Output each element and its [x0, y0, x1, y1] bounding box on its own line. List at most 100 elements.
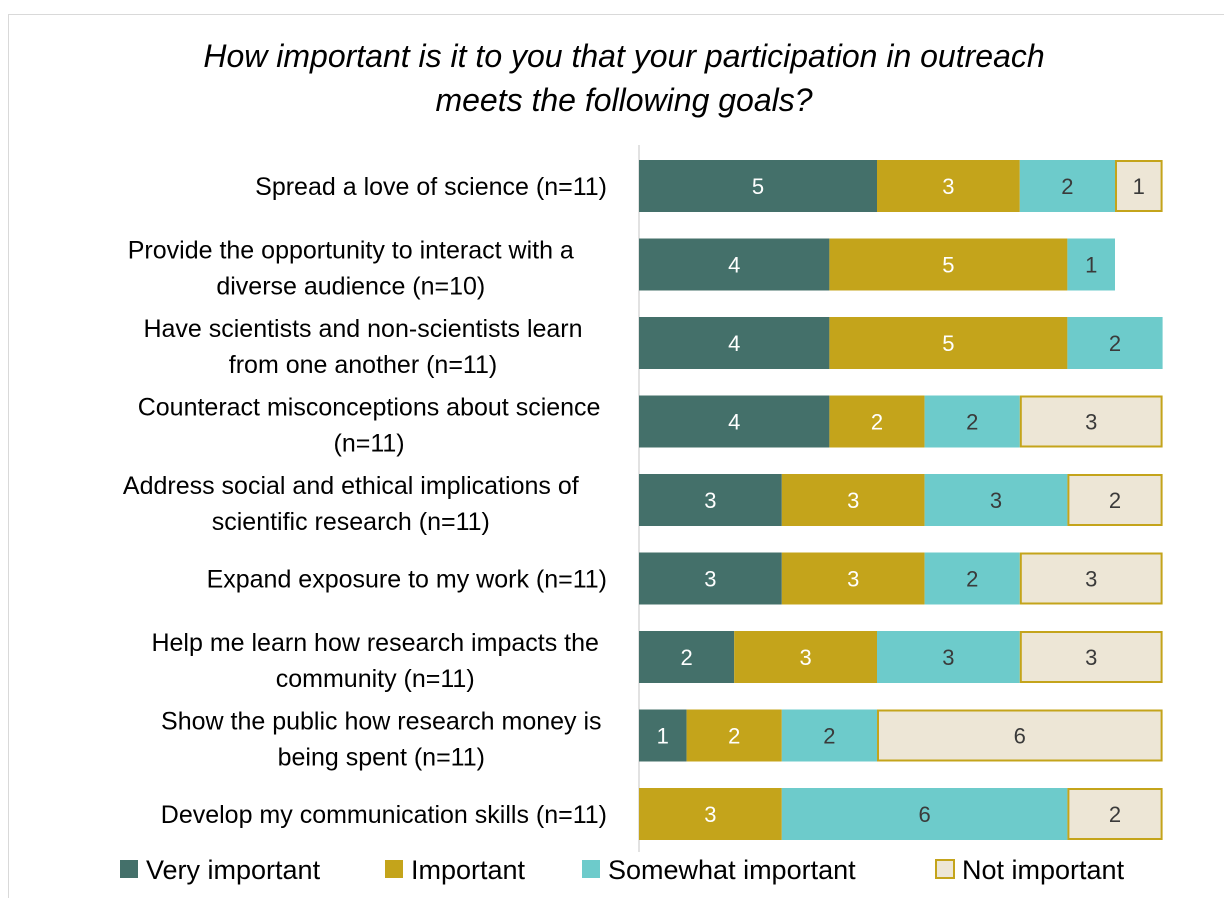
bar-segment-somewhat-important [781, 709, 877, 762]
data-label: 3 [1085, 567, 1097, 592]
category-label: Spread a love of science (n=11) [255, 173, 607, 201]
category-label-line: from one another (n=11) [229, 351, 497, 379]
data-label: 4 [728, 410, 740, 435]
category-label: Counteract misconceptions about science (… [138, 394, 601, 458]
category-label: Help me learn how research impacts the co… [151, 629, 598, 693]
data-label: 3 [847, 567, 859, 592]
bar-segment-important [829, 317, 1068, 369]
category-label-line: Help me learn how research impacts the [151, 629, 598, 657]
category-label-line: Have scientists and non-scientists learn [143, 315, 582, 343]
data-label: 3 [799, 645, 811, 670]
category-label-line: Develop my communication skills (n=11) [161, 801, 607, 829]
data-label: 2 [1109, 331, 1121, 356]
legend-swatch [582, 860, 600, 878]
bar-segment-very-important [639, 631, 735, 683]
category-label: Have scientists and non-scientists learn… [143, 315, 582, 379]
bar-segment-not-important [1019, 631, 1163, 683]
data-label: 6 [918, 802, 930, 827]
data-label: 5 [752, 174, 764, 199]
bar-segment-somewhat-important [877, 631, 1020, 683]
data-label: 5 [942, 331, 954, 356]
legend-swatch [935, 859, 955, 879]
category-labels: Spread a love of science (n=11) Provide t… [123, 173, 607, 829]
legend-swatch [120, 860, 138, 878]
data-label: 3 [704, 802, 716, 827]
category-label-line: Address social and ethical implications … [123, 472, 579, 500]
bar-segment-somewhat-important [1067, 317, 1163, 369]
bar-segment-very-important [639, 238, 830, 291]
chart-title: How important is it to you that your par… [203, 38, 1044, 118]
bar-segment-important [877, 160, 1020, 212]
legend-label: Very important [146, 855, 321, 885]
bar-segment-somewhat-important [1067, 238, 1115, 291]
data-label: 3 [704, 567, 716, 592]
data-label: 2 [1109, 802, 1121, 827]
bar-segment-important [639, 788, 782, 840]
category-label: Show the public how research money is bei… [161, 708, 602, 772]
bar-segment-not-important [1067, 474, 1163, 526]
data-label: 3 [990, 488, 1002, 513]
category-label-line: Counteract misconceptions about science [138, 394, 601, 422]
bar-segment-not-important [1115, 160, 1163, 212]
bar-segment-very-important [639, 395, 830, 448]
data-label: 2 [728, 724, 740, 749]
category-label-line: (n=11) [334, 430, 405, 458]
data-label: 2 [966, 410, 978, 435]
data-label: 3 [1085, 645, 1097, 670]
data-label: 3 [942, 174, 954, 199]
data-label: 2 [1109, 488, 1121, 513]
category-label: Address social and ethical implications … [123, 472, 579, 536]
data-label: 6 [1014, 724, 1026, 749]
bar-segment-important [829, 395, 925, 448]
bar-segment-very-important [639, 709, 687, 762]
category-label-line: Spread a love of science (n=11) [255, 173, 607, 201]
bars: 5 3 2 1 4 5 1 4 5 2 4 2 2 3 3 3 3 2 3 3 2 3 2 3 3 3 1 2 2 6 3 6 2 [639, 160, 1163, 840]
legend-label: Somewhat important [608, 855, 856, 885]
data-label: 2 [871, 410, 883, 435]
bar-segment-important [781, 474, 925, 526]
bar-segment-somewhat-important [1019, 160, 1115, 212]
legend: Very important Important Somewhat importan… [120, 855, 1125, 885]
bar-segment-very-important [639, 474, 782, 526]
data-label: 2 [1061, 174, 1073, 199]
bar-segment-not-important [1019, 552, 1163, 605]
legend-swatch [385, 860, 403, 878]
bar-segment-not-important [1019, 395, 1163, 448]
data-label: 1 [657, 724, 669, 749]
category-label-line: Expand exposure to my work (n=11) [207, 566, 607, 594]
bar-segment-not-important [1067, 788, 1163, 840]
data-label: 2 [680, 645, 692, 670]
bar-segment-somewhat-important [781, 788, 1068, 840]
bar-segment-not-important [877, 709, 1163, 762]
bar-segment-important [781, 552, 925, 605]
data-label: 2 [823, 724, 835, 749]
legend-label: Important [411, 855, 526, 885]
data-label: 2 [966, 567, 978, 592]
data-label: 3 [942, 645, 954, 670]
category-label-line: Show the public how research money is [161, 708, 602, 736]
data-label: 4 [728, 253, 740, 278]
bar-segment-important [734, 631, 877, 683]
data-label: 3 [1085, 410, 1097, 435]
bar-segment-very-important [639, 160, 877, 212]
legend-label: Not important [962, 855, 1125, 885]
bar-segment-important [686, 709, 782, 762]
data-label: 1 [1085, 253, 1097, 278]
bar-segment-somewhat-important [924, 552, 1020, 605]
data-label: 3 [704, 488, 716, 513]
category-label-line: diverse audience (n=10) [216, 273, 485, 301]
category-label: Develop my communication skills (n=11) [161, 801, 607, 829]
category-label-line: community (n=11) [276, 665, 475, 693]
bar-segment-somewhat-important [924, 474, 1068, 526]
category-label-line: being spent (n=11) [278, 744, 485, 772]
bar-segment-important [829, 238, 1068, 291]
category-label: Provide the opportunity to interact with… [128, 237, 574, 301]
data-label: 4 [728, 331, 740, 356]
data-label: 3 [847, 488, 859, 513]
data-label: 1 [1133, 174, 1145, 199]
chart-title-line: How important is it to you that your par… [203, 38, 1044, 74]
bar-segment-very-important [639, 317, 830, 369]
data-label: 5 [942, 253, 954, 278]
category-label-line: Provide the opportunity to interact with… [128, 237, 574, 265]
category-label-line: scientific research (n=11) [212, 508, 490, 536]
